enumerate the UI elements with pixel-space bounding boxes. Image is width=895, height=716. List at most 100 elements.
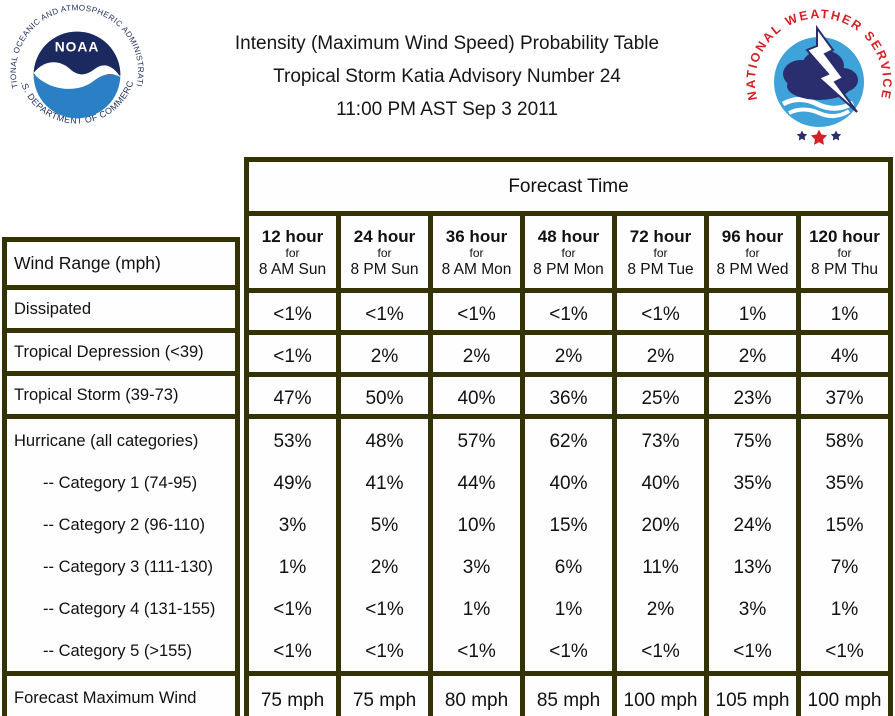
- forecast-max-wind-cell: 105 mph: [704, 671, 801, 716]
- column-hour-label: 12 hour: [261, 226, 324, 246]
- column-for-label: for: [653, 245, 668, 260]
- value-cell: 20%: [641, 515, 680, 536]
- nws-wave2-icon: [788, 107, 851, 118]
- column-valid-time: 8 PM Mon: [533, 260, 604, 278]
- hurricane-values-cell: 75% 35% 24% 13% 3% <1%: [704, 414, 801, 676]
- table-row: 12 hour for 8 AM Sun 24 hour for 8 PM Sun 36 h…: [244, 211, 893, 293]
- nws-lightning-icon: [805, 24, 858, 113]
- table-row: 47% 50% 40% 36% 25% 23% 37%: [244, 372, 893, 419]
- column-valid-time: 8 PM Tue: [627, 260, 694, 278]
- forecast-max-wind-cell: 75 mph: [336, 671, 433, 716]
- value-cell: <1%: [428, 288, 525, 335]
- table-row: 53% 49% 3% 1% <1% <1% 48% 41% 5% 2% <1% <1% 57% 44% 10…: [244, 414, 893, 676]
- table-row: Tropical Depression (<39): [2, 328, 240, 376]
- value-cell: 7%: [830, 557, 859, 578]
- row-label-tropical-depression: Tropical Depression (<39): [2, 328, 240, 376]
- nws-star-right-icon: [830, 130, 842, 141]
- value-cell: 5%: [370, 515, 399, 536]
- value-cell: 1%: [704, 288, 801, 335]
- value-cell: <1%: [825, 641, 864, 662]
- value-cell: <1%: [641, 641, 680, 662]
- value-cell: 15%: [825, 515, 864, 536]
- value-cell: 13%: [733, 557, 772, 578]
- value-cell: 1%: [278, 557, 307, 578]
- value-cell: 2%: [646, 599, 675, 620]
- value-cell: 47%: [244, 372, 341, 419]
- value-cell: 58%: [825, 431, 864, 452]
- column-header-12-hour: 12 hour for 8 AM Sun: [244, 211, 341, 293]
- value-cell: <1%: [733, 641, 772, 662]
- value-cell: 24%: [733, 515, 772, 536]
- column-hour-label: 72 hour: [629, 226, 692, 246]
- row-label-category-1: -- Category 1 (74-95): [43, 474, 198, 492]
- row-label-tropical-storm: Tropical Storm (39-73): [2, 371, 240, 419]
- wind-range-header: Wind Range (mph): [2, 237, 240, 290]
- value-cell: <1%: [244, 288, 341, 335]
- title-line-3: 11:00 PM AST Sep 3 2011: [336, 99, 558, 120]
- hurricane-values-cell: 53% 49% 3% 1% <1% <1%: [244, 414, 341, 676]
- column-valid-time: 8 PM Wed: [716, 260, 789, 278]
- value-cell: 62%: [549, 431, 588, 452]
- column-for-label: for: [837, 245, 852, 260]
- value-cell: 40%: [549, 473, 588, 494]
- wind-range-column: Wind Range (mph) Dissipated Tropical Dep…: [2, 237, 240, 716]
- table-row: Hurricane (all categories) -- Category 1…: [2, 414, 240, 676]
- column-for-label: for: [561, 245, 576, 260]
- value-cell: <1%: [273, 641, 312, 662]
- value-cell: <1%: [273, 599, 312, 620]
- value-cell: 2%: [336, 330, 433, 377]
- row-label-category-4: -- Category 4 (131-155): [43, 600, 216, 618]
- nws-logo: NATIONAL WEATHER SERVICE: [744, 7, 892, 145]
- value-cell: 48%: [365, 431, 404, 452]
- column-header-120-hour: 120 hour for 8 PM Thu: [796, 211, 893, 293]
- row-label-category-5: -- Category 5 (>155): [43, 642, 193, 660]
- forecast-max-wind-cell: 75 mph: [244, 671, 341, 716]
- value-cell: 40%: [428, 372, 525, 419]
- table-row: <1% 2% 2% 2% 2% 2% 4%: [244, 330, 893, 377]
- noaa-logo: NATIONAL OCEANIC AND ATMOSPHERIC ADMINIS…: [8, 4, 145, 126]
- column-for-label: for: [377, 245, 392, 260]
- table-row: Forecast Maximum Wind: [2, 671, 240, 716]
- value-cell: 11%: [642, 557, 679, 578]
- hurricane-values-cell: 73% 40% 20% 11% 2% <1%: [612, 414, 709, 676]
- column-header-24-hour: 24 hour for 8 PM Sun: [336, 211, 433, 293]
- noaa-wordmark: NOAA: [55, 39, 100, 54]
- table-row: Dissipated: [2, 285, 240, 333]
- value-cell: <1%: [365, 641, 404, 662]
- column-header-48-hour: 48 hour for 8 PM Mon: [520, 211, 617, 293]
- noaa-seagull-icon: [33, 62, 121, 89]
- hurricane-values-cell: 58% 35% 15% 7% 1% <1%: [796, 414, 893, 676]
- nws-star-center-icon: [810, 129, 828, 145]
- forecast-probability-table: Forecast Time 12 hour for 8 AM Sun 24 hour fo…: [244, 157, 893, 716]
- value-cell: 35%: [733, 473, 772, 494]
- value-cell: 15%: [549, 515, 588, 536]
- forecast-max-wind-cell: 100 mph: [612, 671, 709, 716]
- value-cell: 73%: [641, 431, 680, 452]
- forecast-time-header: Forecast Time: [244, 157, 893, 216]
- value-cell: 3%: [462, 557, 491, 578]
- value-cell: 25%: [612, 372, 709, 419]
- value-cell: 2%: [370, 557, 399, 578]
- row-label-forecast-max-wind: Forecast Maximum Wind: [2, 671, 240, 716]
- page-title: Intensity (Maximum Wind Speed) Probabili…: [148, 27, 746, 126]
- value-cell: <1%: [365, 599, 404, 620]
- value-cell: 57%: [457, 431, 496, 452]
- column-hour-label: 48 hour: [537, 226, 600, 246]
- value-cell: 1%: [554, 599, 583, 620]
- value-cell: 53%: [273, 431, 312, 452]
- row-label-hurricane: Hurricane (all categories): [14, 432, 199, 450]
- nws-wave-icon: [781, 97, 855, 111]
- row-label-dissipated: Dissipated: [2, 285, 240, 333]
- value-cell: 1%: [462, 599, 491, 620]
- value-cell: 40%: [641, 473, 680, 494]
- column-header-36-hour: 36 hour for 8 AM Mon: [428, 211, 525, 293]
- value-cell: <1%: [549, 641, 588, 662]
- value-cell: 4%: [796, 330, 893, 377]
- column-hour-label: 96 hour: [721, 226, 784, 246]
- value-cell: 3%: [738, 599, 767, 620]
- value-cell: 1%: [796, 288, 893, 335]
- hurricane-values-cell: 57% 44% 10% 3% 1% <1%: [428, 414, 525, 676]
- table-row: 75 mph 75 mph 80 mph 85 mph 100 mph 105 mph 10…: [244, 671, 893, 716]
- column-hour-label: 120 hour: [809, 226, 880, 246]
- column-valid-time: 8 PM Thu: [811, 260, 878, 278]
